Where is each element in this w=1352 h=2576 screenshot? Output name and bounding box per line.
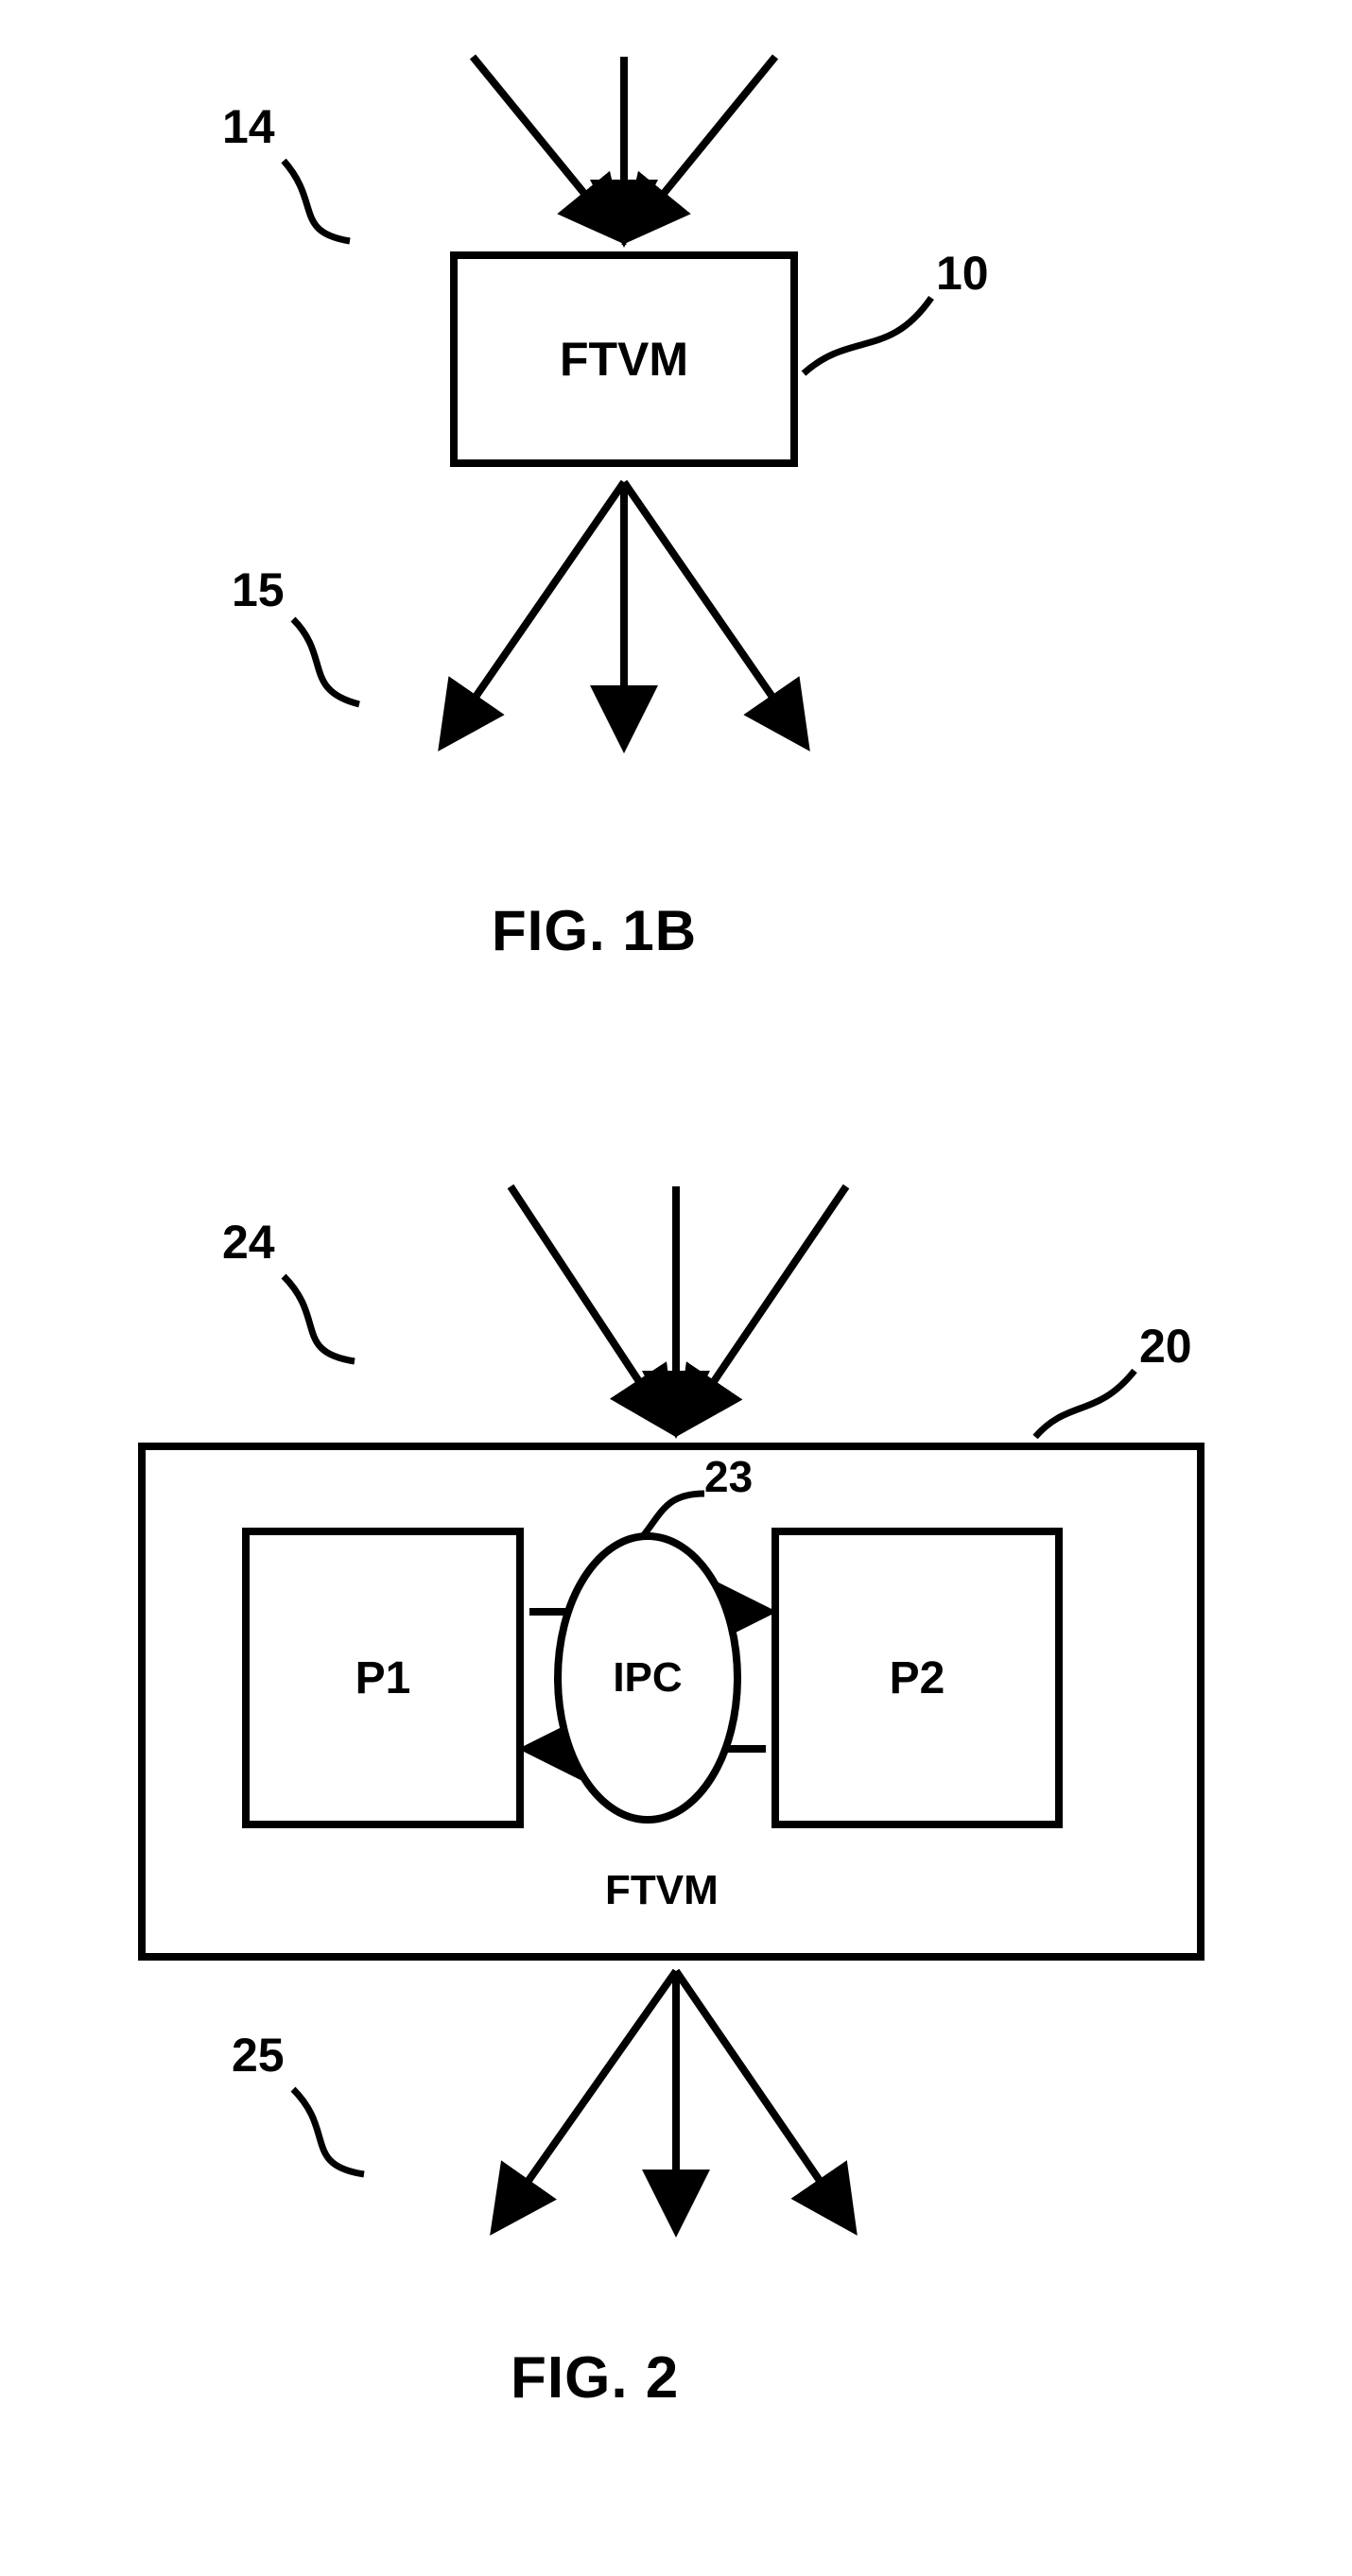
- fig1b-input-arrows: [473, 57, 775, 236]
- ref-15: 15: [232, 562, 285, 617]
- ftvm-box-label: FTVM: [454, 255, 794, 463]
- ipc-label: IPC: [558, 1536, 737, 1820]
- ref-24: 24: [222, 1215, 275, 1270]
- fig1b-diagram: [0, 0, 1352, 945]
- ref-25: 25: [232, 2028, 285, 2083]
- p1-label: P1: [246, 1531, 520, 1824]
- ref-10: 10: [936, 246, 989, 301]
- ref-14: 14: [222, 99, 275, 154]
- fig2-caption: FIG. 2: [511, 2344, 679, 2412]
- p2-label: P2: [775, 1531, 1059, 1824]
- fig2-output-arrows: [496, 1971, 851, 2226]
- fig2-ftvm-label: FTVM: [605, 1867, 719, 1914]
- ref-23: 23: [704, 1451, 753, 1502]
- ref-20: 20: [1139, 1319, 1192, 1374]
- fig1b-caption: FIG. 1B: [492, 898, 697, 963]
- fig1b-output-arrows: [444, 482, 804, 742]
- fig2-input-arrows: [511, 1186, 846, 1427]
